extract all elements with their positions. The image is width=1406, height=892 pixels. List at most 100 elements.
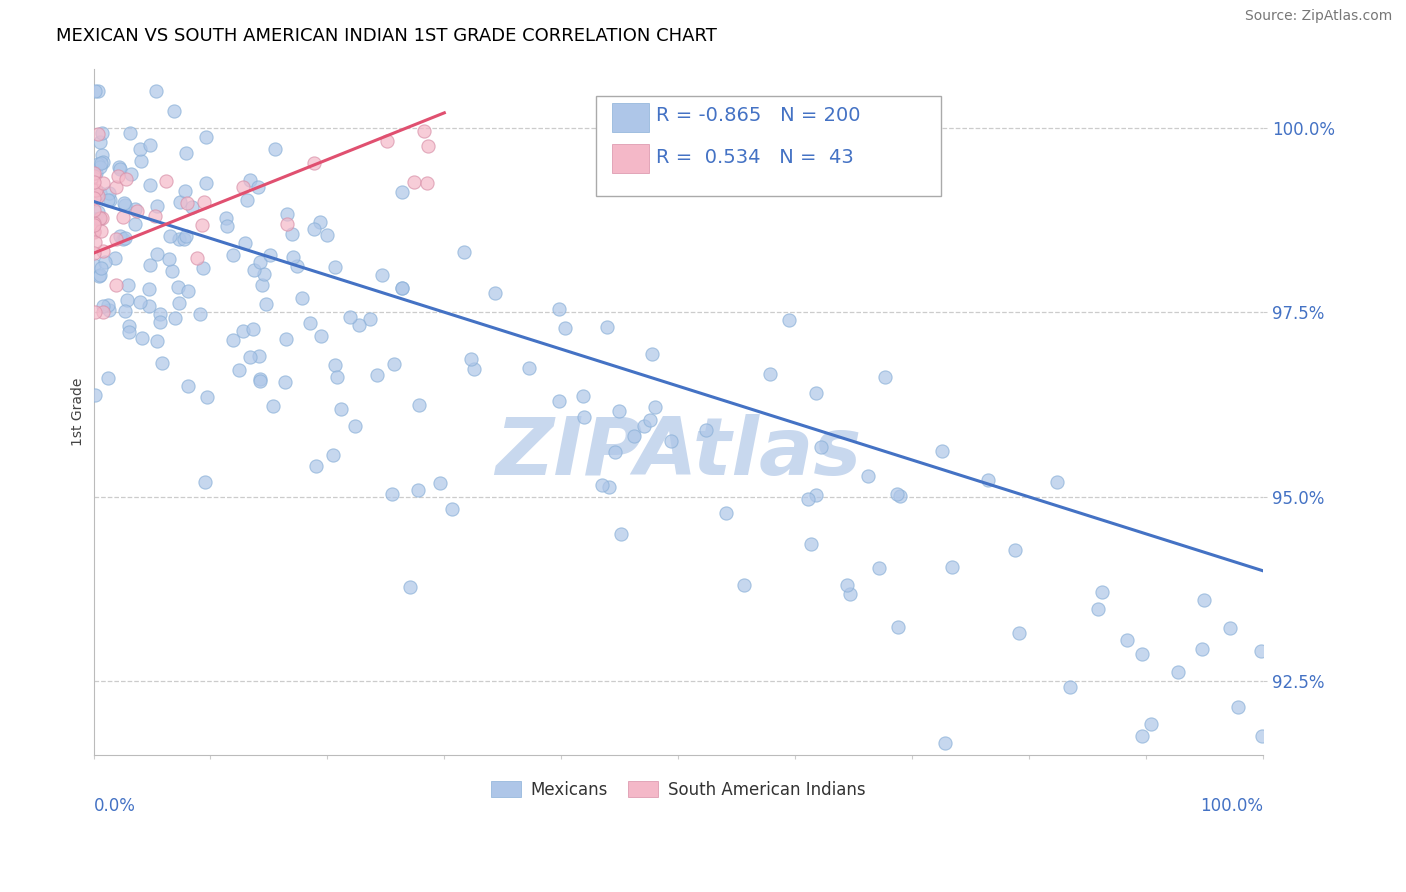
Point <box>139 258 162 272</box>
Point <box>93 305 115 319</box>
Point <box>146 247 169 261</box>
Point <box>305 459 328 474</box>
Point <box>868 560 890 574</box>
Point <box>173 232 195 246</box>
Point <box>249 374 271 388</box>
Point <box>131 330 153 344</box>
Point <box>163 104 186 119</box>
Point <box>838 587 860 601</box>
Point <box>391 280 413 294</box>
Point <box>112 232 135 246</box>
Point <box>174 184 197 198</box>
Point <box>124 217 146 231</box>
Point <box>129 154 152 169</box>
Point <box>322 448 344 462</box>
Point <box>112 196 135 211</box>
Point <box>176 196 198 211</box>
Point <box>195 130 218 145</box>
Point <box>93 255 115 269</box>
Point <box>402 175 425 189</box>
Point <box>235 193 257 207</box>
Point <box>84 166 107 180</box>
Point <box>239 173 262 187</box>
Point <box>408 398 430 412</box>
Point <box>91 299 114 313</box>
Point <box>160 264 183 278</box>
Point <box>232 324 254 338</box>
Point <box>1087 602 1109 616</box>
Point <box>91 211 114 225</box>
Point <box>139 178 162 192</box>
Point <box>249 372 271 386</box>
Point <box>262 399 284 413</box>
Point <box>83 190 105 204</box>
Point <box>596 319 619 334</box>
Point <box>83 218 105 232</box>
Point <box>83 246 105 260</box>
Point <box>1004 542 1026 557</box>
Point <box>115 293 138 307</box>
Point <box>84 211 107 226</box>
Text: Source: ZipAtlas.com: Source: ZipAtlas.com <box>1244 9 1392 23</box>
Point <box>644 400 666 414</box>
Point <box>239 351 262 365</box>
Point <box>165 310 187 325</box>
Point <box>460 351 482 366</box>
Point <box>83 225 105 239</box>
Point <box>276 207 298 221</box>
Point <box>90 261 112 276</box>
Point <box>86 127 108 141</box>
Point <box>1251 729 1274 743</box>
Point <box>167 232 190 246</box>
Point <box>263 142 285 156</box>
Point <box>453 244 475 259</box>
Point <box>287 259 309 273</box>
Point <box>83 235 105 250</box>
Point <box>886 487 908 501</box>
Point <box>280 227 302 242</box>
Point <box>149 307 172 321</box>
Point <box>89 186 111 200</box>
Point <box>391 185 413 199</box>
Point <box>98 186 121 201</box>
Point <box>1116 633 1139 648</box>
Point <box>149 315 172 329</box>
Point <box>323 260 346 274</box>
Point <box>91 244 114 258</box>
Point <box>97 371 120 385</box>
Point <box>641 347 664 361</box>
Point <box>87 188 110 202</box>
Point <box>138 138 160 153</box>
Point <box>413 123 436 137</box>
Point <box>344 419 367 434</box>
Point <box>554 320 576 334</box>
Point <box>316 227 339 242</box>
Point <box>887 620 910 634</box>
Point <box>110 162 132 177</box>
Point <box>89 268 111 283</box>
Point <box>242 322 264 336</box>
Point <box>186 251 208 265</box>
Point <box>1167 665 1189 680</box>
Point <box>118 319 141 334</box>
Point <box>856 468 879 483</box>
Point <box>89 135 111 149</box>
Point <box>440 502 463 516</box>
Point <box>1250 644 1272 658</box>
Point <box>276 217 298 231</box>
Point <box>145 84 167 98</box>
Point <box>124 202 146 217</box>
Point <box>83 258 105 272</box>
Point <box>804 386 827 401</box>
Point <box>91 155 114 169</box>
Point <box>127 204 149 219</box>
Text: ZIPAtlas: ZIPAtlas <box>495 414 862 492</box>
Point <box>607 404 630 418</box>
Point <box>87 269 110 284</box>
Point <box>180 201 202 215</box>
Point <box>188 307 211 321</box>
Point <box>246 179 269 194</box>
Point <box>89 161 111 175</box>
Point <box>128 294 150 309</box>
Point <box>104 252 127 266</box>
